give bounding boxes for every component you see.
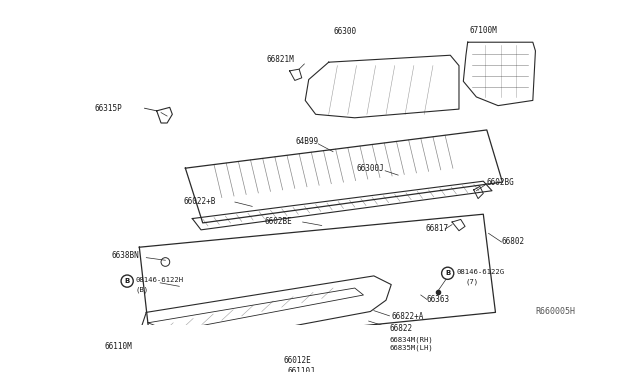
Text: 66012E: 66012E [284, 356, 311, 365]
Text: 66110M: 66110M [104, 342, 132, 351]
Text: 66300: 66300 [333, 27, 356, 36]
Text: 6638BN: 6638BN [111, 251, 140, 260]
Text: 66315P: 66315P [94, 104, 122, 113]
Text: B: B [125, 278, 130, 284]
Text: B: B [445, 270, 451, 276]
Text: 66821M: 66821M [266, 55, 294, 64]
Text: 66834M(RH): 66834M(RH) [390, 336, 433, 343]
Text: (B): (B) [136, 286, 149, 293]
Text: 66822+A: 66822+A [391, 312, 424, 321]
Text: R660005H: R660005H [536, 307, 575, 316]
Text: 66817: 66817 [426, 224, 449, 234]
Text: 08146-6122G: 08146-6122G [456, 269, 504, 275]
Text: 64B99: 64B99 [296, 137, 319, 146]
Text: 66822: 66822 [390, 324, 413, 333]
Text: 66300J: 66300J [356, 164, 384, 173]
Text: 66363: 66363 [427, 295, 450, 304]
Text: 6602BE: 6602BE [264, 217, 292, 226]
Text: 08146-6122H: 08146-6122H [136, 277, 184, 283]
Text: 66110J: 66110J [288, 367, 316, 372]
Text: 66022+B: 66022+B [184, 197, 216, 206]
Text: 6602BG: 6602BG [487, 177, 515, 187]
Text: (7): (7) [465, 279, 478, 285]
Text: 66802: 66802 [502, 237, 525, 246]
Text: 66835M(LH): 66835M(LH) [390, 345, 433, 351]
Text: 67100M: 67100M [469, 26, 497, 35]
